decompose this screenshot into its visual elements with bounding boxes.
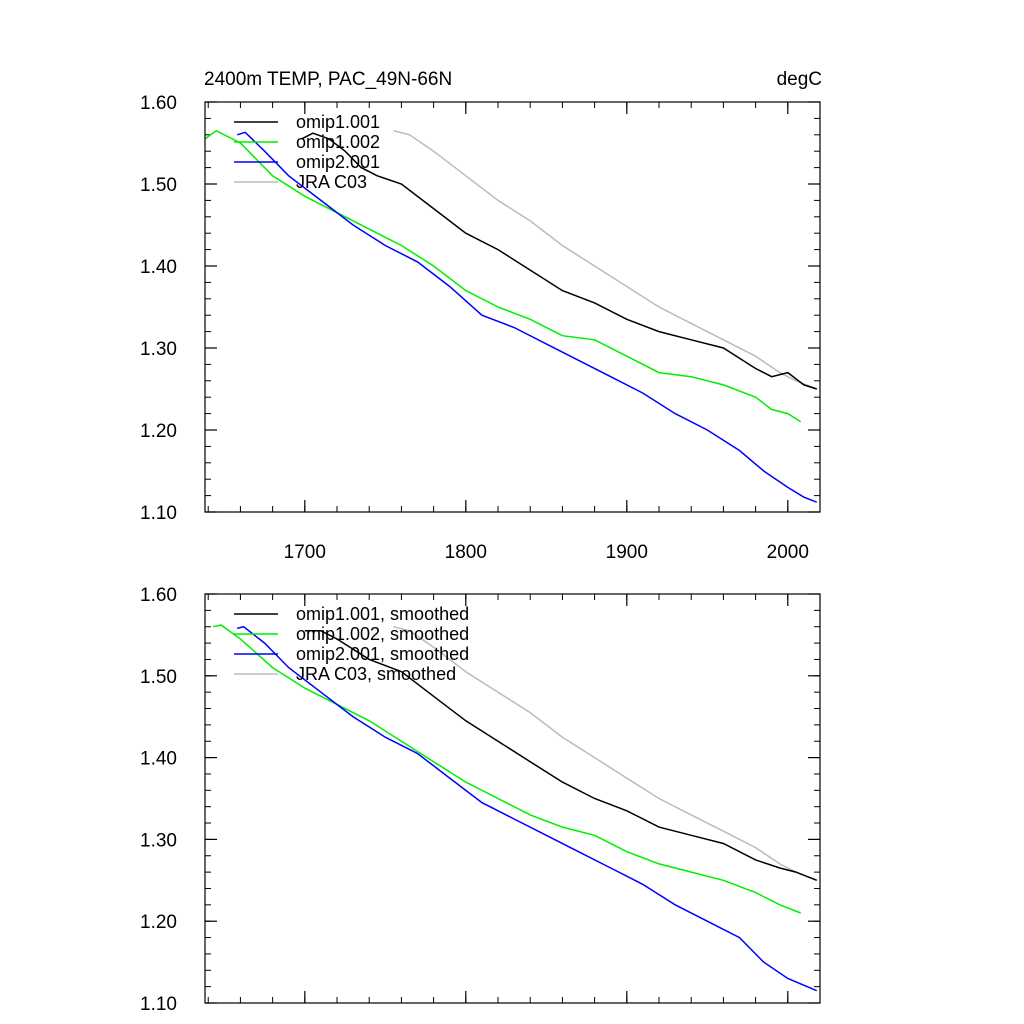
y-tick-label: 1.50 <box>140 175 177 196</box>
legend-label: omip1.001, smoothed <box>296 604 469 624</box>
y-tick-label: 1.20 <box>140 912 177 933</box>
x-tick-label: 2000 <box>767 542 809 563</box>
legend-label: omip2.001, smoothed <box>296 644 469 664</box>
legend-label: omip1.002 <box>296 132 380 152</box>
legend-label: JRA C03, smoothed <box>296 664 456 684</box>
y-tick-label: 1.50 <box>140 667 177 688</box>
legend-label: omip1.001 <box>296 112 380 132</box>
x-tick-label: 1800 <box>445 542 487 563</box>
series-line-3 <box>393 129 818 390</box>
y-tick-label: 1.60 <box>140 93 177 114</box>
y-tick-label: 1.30 <box>140 339 177 360</box>
series-line-1 <box>212 624 801 914</box>
y-tick-label: 1.60 <box>140 585 177 606</box>
chart-unit: degC <box>777 69 822 90</box>
y-tick-label: 1.20 <box>140 421 177 442</box>
y-tick-label: 1.10 <box>140 503 177 524</box>
x-tick-label: 1700 <box>284 542 326 563</box>
y-tick-label: 1.30 <box>140 830 177 851</box>
legend-label: JRA C03 <box>296 172 367 192</box>
bottom-panel: 1.10 1.20 1.30 1.40 1.50 1.60 omip1.001, smoot… <box>140 585 821 1015</box>
x-tick-label: 1900 <box>606 542 648 563</box>
series-line-3 <box>393 625 818 881</box>
legend-label: omip1.002, smoothed <box>296 624 469 644</box>
series-line-0 <box>301 132 818 390</box>
series-line-1 <box>204 129 802 423</box>
y-tick-label: 1.10 <box>140 994 177 1015</box>
legend-label: omip2.001 <box>296 152 380 172</box>
top-panel: 1.10 1.20 1.30 1.40 1.50 1.60 1700 1800 1900 2000… <box>140 93 821 563</box>
y-tick-label: 1.40 <box>140 749 177 770</box>
series-line-2 <box>236 131 818 503</box>
series-line-0 <box>304 630 818 881</box>
chart-title: 2400m TEMP, PAC_49N-66N <box>204 69 452 90</box>
y-tick-label: 1.40 <box>140 257 177 278</box>
plot-frame <box>204 593 821 1004</box>
series-line-2 <box>237 625 818 992</box>
plot-frame <box>204 101 821 513</box>
